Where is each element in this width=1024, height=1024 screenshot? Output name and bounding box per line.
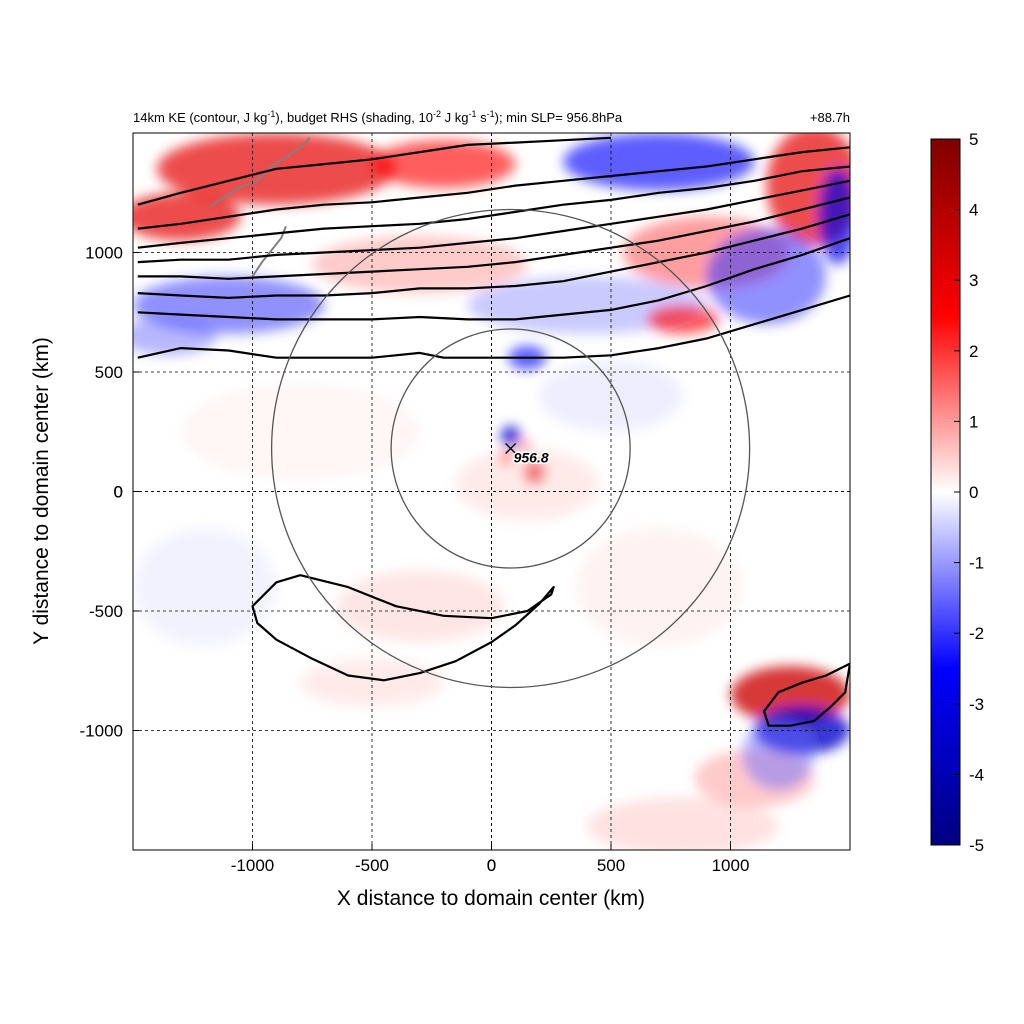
colorbar-tick-label: 1 (969, 412, 978, 431)
title-part: 14km KE (contour, J kg (133, 110, 267, 125)
ke-contour (137, 196, 850, 280)
x-tick-label: 0 (487, 856, 496, 875)
colorbar-tick-label: -4 (969, 765, 984, 784)
y-tick-label: -1000 (80, 722, 123, 741)
forecast-hour-label: +88.7h (810, 110, 850, 125)
coastline (251, 225, 287, 277)
rhs-shading-layer (133, 133, 850, 850)
title-part: s (476, 110, 487, 125)
x-tick-label: 500 (597, 856, 625, 875)
rhs-shading-blob (133, 317, 217, 356)
x-tick-label: 0 (487, 856, 496, 875)
ke-contour (137, 136, 612, 206)
ke-contour (137, 165, 850, 249)
colorbar-tick-label: 4 (969, 201, 978, 220)
range-ring (390, 328, 631, 569)
ke-contour (137, 213, 850, 299)
colorbar-tick-label: 0 (969, 483, 978, 502)
coastline-layer (208, 137, 311, 277)
ke-contour (137, 146, 850, 230)
colorbar-ticks: 5 4 3 2 1 0 -1 -2 -3 -4 -5 (954, 130, 984, 855)
y-axis-label: Y distance to domain center (km) (30, 337, 53, 645)
rhs-shading-blob (539, 360, 683, 432)
rhs-shading-blob (467, 276, 707, 334)
chart-title: 14km KE (contour, J kg-1), budget RHS (s… (133, 109, 623, 125)
y-tick-label: 0 (114, 483, 123, 502)
rhs-shading-blob (706, 228, 827, 325)
plot-area: 956.8 -1000 -500 00 500 1000-1000-5000050010… (80, 132, 851, 876)
rhs-shading-blob (336, 570, 504, 643)
y-tick-label: 500 (95, 363, 123, 382)
y-tick-label: 0 (114, 483, 123, 502)
rhs-shading-blob (501, 425, 521, 448)
colorbar-tick-label: 3 (969, 271, 978, 290)
colorbar-tick-label: -1 (969, 554, 984, 573)
title-part: -2 (433, 109, 441, 119)
rhs-shading-blob (455, 448, 600, 521)
rhs-shading-blob (372, 140, 516, 188)
storm-center-marker (505, 442, 517, 454)
y-tick-label: 1000 (85, 244, 123, 263)
title-part: J kg (441, 110, 468, 125)
ke-contour-layer (137, 136, 850, 727)
min-slp-label: 956.8 (514, 449, 549, 465)
ke-contour (137, 237, 850, 321)
rhs-shading-blob (180, 383, 420, 480)
x-tick-label: 1000 (712, 856, 750, 875)
colorbar-tick-label: -3 (969, 695, 984, 714)
colorbar-tick-label: -5 (969, 836, 984, 855)
title-part: ), budget RHS (shading, 10 (275, 110, 433, 125)
x-axis-label: X distance to domain center (km) (337, 887, 645, 910)
x-tick-label: -1000 (231, 856, 274, 875)
rhs-shading-blob (742, 718, 815, 791)
colorbar-tick-label: 5 (969, 130, 978, 149)
rhs-shading-blob (646, 305, 719, 334)
y-tick-label: -500 (89, 602, 123, 621)
ke-contour (137, 294, 850, 359)
x-tick-label: -500 (355, 856, 389, 875)
rhs-shading-blob (563, 133, 755, 191)
ke-contour (251, 574, 555, 682)
rhs-shading-blob (133, 527, 277, 647)
title-part: ); min SLP= 956.8hPa (495, 110, 623, 125)
coastline (208, 137, 311, 208)
range-ring (270, 208, 751, 689)
rhs-shading-blob (575, 527, 743, 647)
range-rings (270, 208, 751, 689)
ke-contour (762, 662, 850, 727)
title-part: -1 (468, 109, 476, 119)
title-part: -1 (267, 109, 275, 119)
ke-contour (137, 179, 850, 264)
rhs-shading-blob (587, 797, 779, 850)
storm-center-layer: 956.8 (505, 442, 550, 467)
colorbar-tick-label: 2 (969, 342, 978, 361)
colorbar: 5 4 3 2 1 0 -1 -2 -3 -4 -5 (930, 130, 984, 855)
title-part: -1 (487, 109, 495, 119)
colorbar-tick-label: -2 (969, 624, 984, 643)
